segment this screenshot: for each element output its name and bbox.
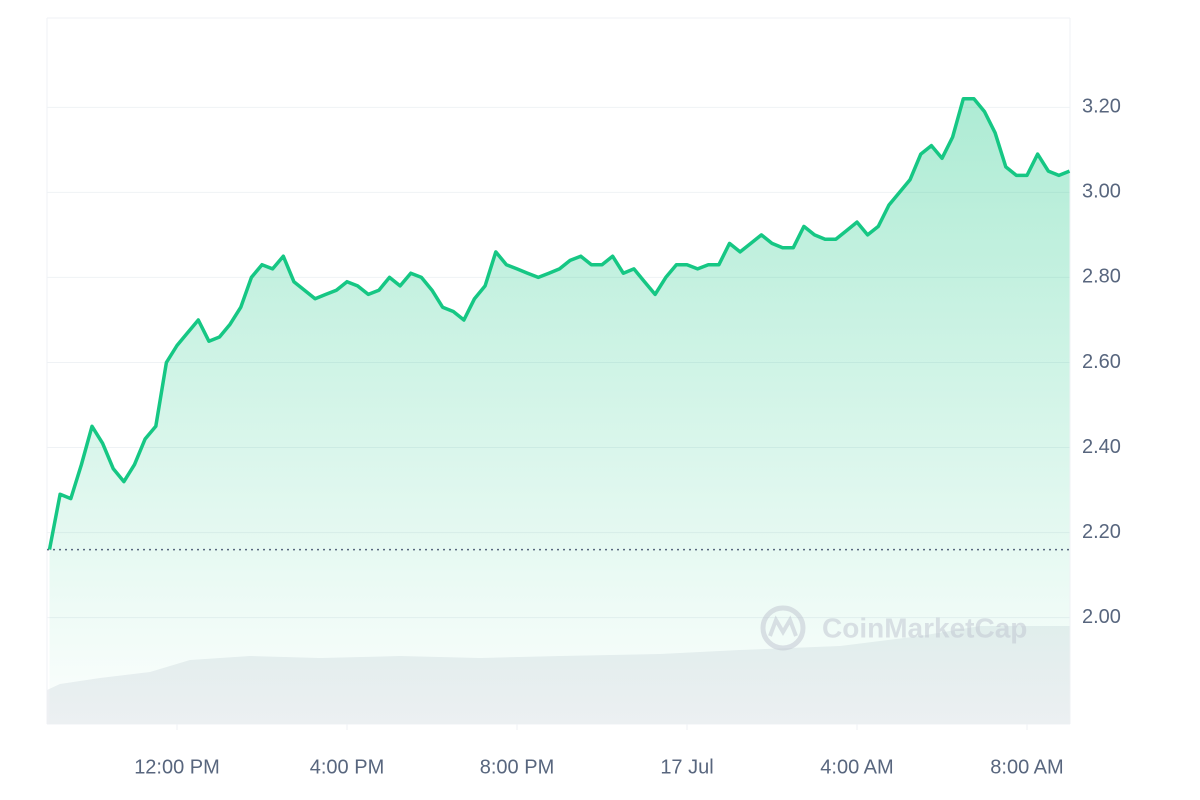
x-tick-label: 12:00 PM [134,756,220,778]
y-tick-label: 3.20 [1082,96,1121,118]
y-tick-label: 2.00 [1082,606,1121,628]
x-tick-label: 8:00 AM [990,756,1063,778]
y-tick-label: 3.00 [1082,181,1121,203]
area-fill [49,98,1070,725]
watermark-logo [760,605,806,651]
x-tick-label: 4:00 AM [820,756,893,778]
x-tick-label: 8:00 PM [480,756,554,778]
watermark: CoinMarketCap [760,605,1027,651]
y-tick-label: 2.80 [1082,266,1121,288]
y-tick-label: 2.60 [1082,351,1121,373]
watermark-text: CoinMarketCap [822,612,1027,643]
y-tick-label: 2.40 [1082,436,1121,458]
price-line [47,97,1071,550]
x-tick-label: 4:00 PM [310,756,384,778]
watermark-logo [768,615,798,637]
x-tick-label: 17 Jul [660,756,713,778]
y-tick-label: 2.20 [1082,521,1121,543]
